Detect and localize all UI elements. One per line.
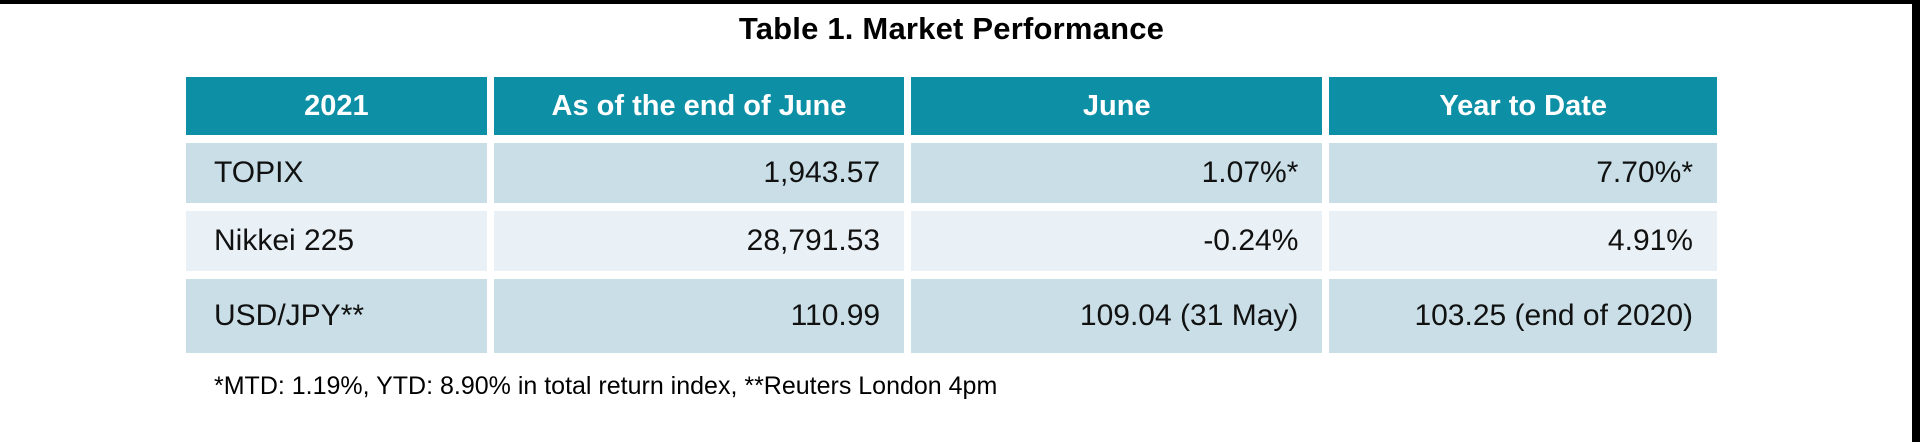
nikkei-june: -0.24% [911,211,1323,271]
table-title: Table 1. Market Performance [738,11,1165,46]
row-label-topix: TOPIX [186,143,487,203]
header-cell-year: 2021 [186,77,487,135]
header-cell-end-of-june: As of the end of June [493,77,905,135]
header-cell-ytd: Year to Date [1329,77,1717,135]
nikkei-level: 28,791.53 [493,211,905,271]
usdjpy-level: 110.99 [493,279,905,353]
topix-ytd: 7.70%* [1329,143,1717,203]
topix-june: 1.07%* [911,143,1323,203]
market-performance-table: 2021 As of the end of June June Year to … [186,77,1717,353]
row-label-nikkei: Nikkei 225 [186,211,487,271]
usdjpy-june: 109.04 (31 May) [911,279,1323,353]
header-cell-june: June [911,77,1323,135]
usdjpy-ytd: 103.25 (end of 2020) [1329,279,1717,353]
frame-border-right [1912,0,1920,442]
row-label-usdjpy: USD/JPY** [186,279,487,353]
table-footnote: *MTD: 1.19%, YTD: 8.90% in total return … [214,372,998,400]
topix-level: 1,943.57 [493,143,905,203]
nikkei-ytd: 4.91% [1329,211,1717,271]
frame-border-top [0,0,1920,4]
